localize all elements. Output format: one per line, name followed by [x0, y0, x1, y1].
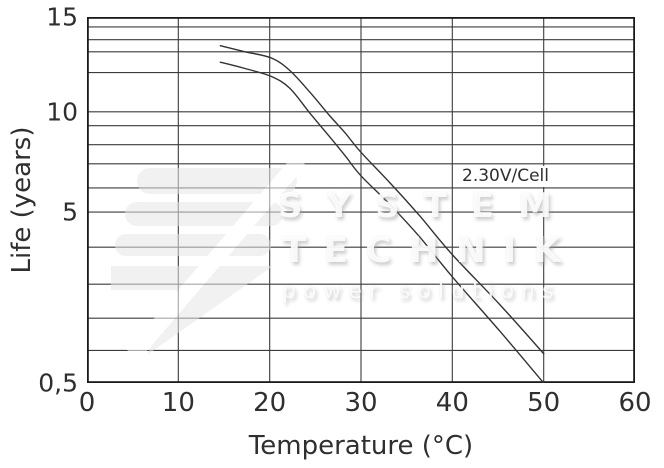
x-tick-label: 50	[527, 388, 561, 418]
x-tick-label: 10	[161, 388, 195, 418]
series-curve	[219, 61, 545, 383]
x-tick-label: 0	[78, 388, 96, 418]
x-tick-label: 60	[618, 388, 652, 418]
y-tick-label: 5	[62, 197, 78, 227]
x-tick-label: 30	[344, 388, 378, 418]
series-annotation: 2.30V/Cell	[459, 166, 552, 187]
y-tick-label: 15	[46, 2, 78, 32]
plot-border	[87, 17, 635, 383]
series-curve	[219, 45, 545, 355]
watermark-logo-icon	[111, 160, 307, 355]
y-tick-label: 10	[46, 97, 78, 127]
x-tick-label: 40	[435, 388, 469, 418]
y-tick-label: 0,5	[38, 368, 78, 398]
x-tick-label: 20	[253, 388, 287, 418]
x-axis-title: Temperature (°C)	[248, 431, 474, 461]
